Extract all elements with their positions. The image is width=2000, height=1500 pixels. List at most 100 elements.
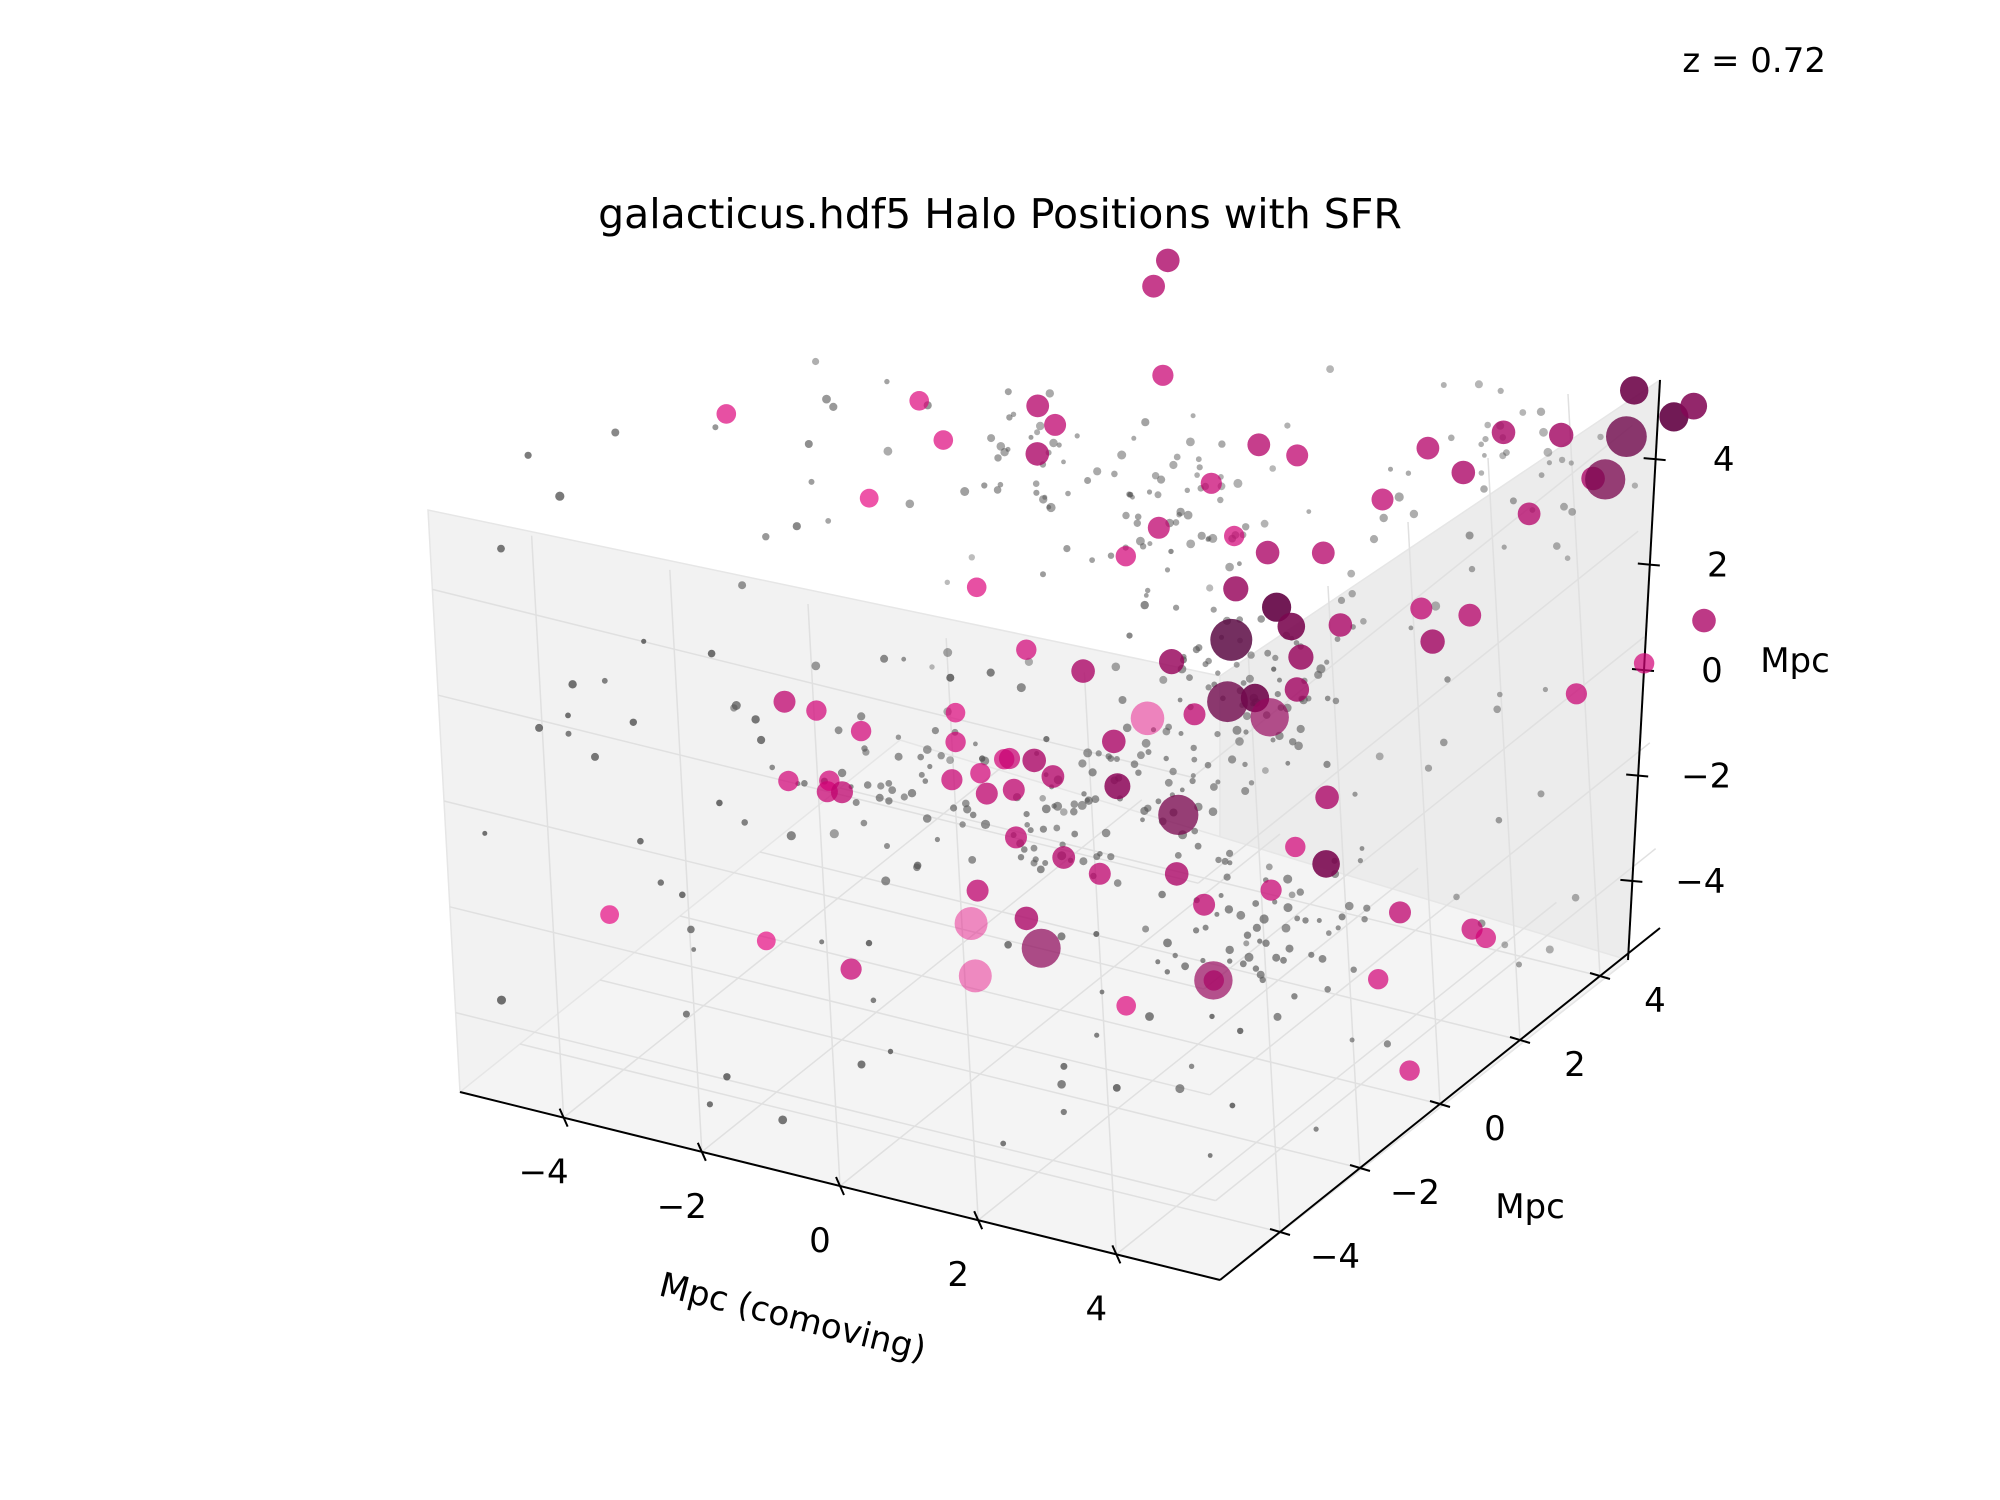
halo-point-inactive — [1337, 596, 1346, 605]
halo-point-star-forming — [1025, 442, 1050, 466]
halo-point-inactive — [1089, 557, 1095, 563]
halo-point-inactive — [1016, 683, 1026, 693]
halo-point-inactive — [927, 763, 933, 770]
halo-point-inactive — [1537, 790, 1545, 798]
halo-point-star-forming — [1420, 629, 1445, 654]
halo-point-star-forming — [1002, 778, 1025, 801]
halo-point-inactive — [1225, 562, 1234, 572]
halo-point-inactive — [950, 804, 958, 812]
halo-point-inactive — [1215, 670, 1221, 676]
halo-point-inactive — [1183, 510, 1193, 520]
halo-point-inactive — [1126, 632, 1133, 639]
halo-point-inactive — [1046, 502, 1056, 513]
halo-point-inactive — [1193, 927, 1200, 934]
halo-point-inactive — [1023, 811, 1030, 818]
halo-point-inactive — [1308, 951, 1315, 958]
halo-point-inactive — [959, 821, 966, 828]
halo-point-inactive — [917, 753, 924, 761]
halo-point-inactive — [1313, 1126, 1319, 1132]
halo-point-inactive — [1493, 705, 1501, 714]
halo-point-inactive — [1260, 519, 1269, 528]
halo-point-inactive — [1272, 899, 1278, 905]
halo-point-inactive — [1227, 860, 1233, 866]
halo-point-inactive — [497, 995, 506, 1005]
halo-point-star-forming — [1368, 969, 1389, 990]
halo-point-inactive — [1409, 509, 1419, 519]
halo-point-inactive — [1281, 923, 1291, 933]
halo-point-large — [1158, 794, 1199, 836]
halo-point-inactive — [1296, 888, 1305, 896]
halo-point-inactive — [1131, 435, 1137, 441]
halo-point-inactive — [963, 805, 972, 814]
halo-point-inactive — [1405, 470, 1412, 476]
halo-point-inactive — [1117, 450, 1127, 460]
halo-point-inactive — [1195, 644, 1203, 652]
halo-point-inactive — [1285, 760, 1291, 766]
halo-point-inactive — [829, 829, 839, 839]
halo-point-star-forming — [1156, 248, 1180, 273]
halo-point-inactive — [901, 656, 907, 662]
y-tick-label: −4 — [1310, 1237, 1360, 1277]
z-tick-label: 0 — [1701, 651, 1723, 691]
halo-point-inactive — [834, 726, 843, 735]
halo-point-inactive — [1196, 464, 1203, 471]
halo-point-inactive — [1042, 860, 1049, 866]
halo-point-inactive — [641, 638, 647, 644]
grid-line-z-left — [443, 800, 1205, 990]
halo-point-inactive — [1070, 800, 1079, 808]
halo-point-inactive — [1113, 756, 1120, 762]
halo-point-inactive — [1516, 961, 1522, 968]
halo-point-inactive — [1468, 565, 1476, 573]
halo-point-star-forming — [1262, 592, 1292, 622]
halo-point-star-forming — [778, 770, 799, 792]
halo-point-inactive — [1200, 957, 1206, 964]
halo-point-inactive — [1284, 422, 1291, 429]
halo-point-inactive — [981, 482, 988, 489]
halo-point-inactive — [905, 499, 915, 509]
halo-point-inactive — [1335, 925, 1341, 931]
halo-point-inactive — [591, 752, 599, 761]
grid-line-y-back — [1567, 393, 1601, 977]
halo-point-inactive — [565, 730, 572, 737]
halo-point-inactive — [1197, 531, 1206, 540]
halo-point-inactive — [1140, 806, 1149, 816]
halo-point-inactive — [1349, 1037, 1355, 1043]
halo-point-star-forming — [831, 781, 853, 804]
halo-point-inactive — [757, 735, 766, 745]
halo-point-inactive — [1118, 696, 1127, 704]
halo-point-star-forming — [970, 763, 991, 784]
y-tick-label: 4 — [1644, 981, 1666, 1021]
halo-point-inactive — [1195, 456, 1202, 463]
halo-point-inactive — [1136, 536, 1145, 546]
x-tick-label: 2 — [947, 1255, 969, 1295]
halo-point-star-forming — [1116, 996, 1136, 1016]
halo-point-inactive — [1388, 466, 1393, 472]
halo-point-inactive — [1040, 571, 1046, 578]
halo-point-star-forming — [1022, 748, 1046, 773]
halo-point-inactive — [1079, 857, 1088, 866]
halo-point-inactive — [1318, 955, 1327, 963]
halo-point-inactive — [1265, 863, 1273, 871]
x-tick — [1111, 1244, 1122, 1264]
halo-point-inactive — [1181, 962, 1189, 971]
halo-point-star-forming — [806, 700, 827, 721]
halo-point-inactive — [1045, 389, 1055, 398]
halo-point-inactive — [1495, 816, 1503, 824]
halo-point-inactive — [1169, 460, 1178, 470]
halo-point-inactive — [1242, 523, 1250, 531]
halo-point-inactive — [861, 745, 868, 752]
halo-point-inactive — [1077, 800, 1087, 810]
grid-line-y-floor — [679, 915, 1441, 1105]
halo-point-inactive — [1004, 941, 1012, 949]
halo-point-inactive — [1444, 676, 1451, 683]
halo-point-inactive — [1440, 382, 1447, 388]
z-tick — [1620, 878, 1643, 883]
halo-point-inactive — [535, 723, 544, 732]
halo-point-star-forming — [1102, 729, 1126, 754]
halo-point-inactive — [1242, 761, 1248, 768]
halo-point-inactive — [1190, 413, 1196, 419]
halo-point-inactive — [1274, 691, 1281, 698]
halo-point-inactive — [1252, 900, 1260, 907]
halo-point-inactive — [1243, 940, 1250, 947]
halo-point-inactive — [1480, 485, 1488, 493]
